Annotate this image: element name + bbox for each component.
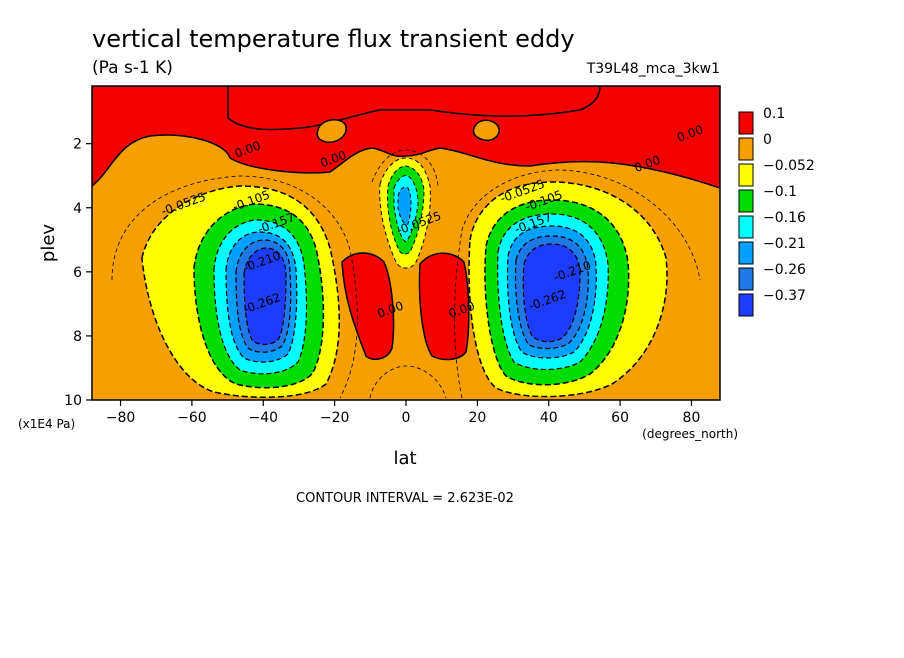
colorbar-label: −0.26 bbox=[763, 262, 806, 278]
y-axis-label: plev bbox=[38, 224, 59, 263]
contour-plot-area bbox=[92, 86, 720, 400]
contour-fill-right-core bbox=[522, 243, 581, 343]
contour-fill-tongue-blue bbox=[397, 186, 412, 225]
y-unit-label: (x1E4 Pa) bbox=[18, 417, 75, 431]
x-axis-label: lat bbox=[393, 448, 416, 469]
colorbar-swatch bbox=[738, 215, 754, 239]
contour-line-bottom-center bbox=[369, 365, 447, 399]
colorbar-label: −0.37 bbox=[763, 288, 806, 304]
contour-interval-note: CONTOUR INTERVAL = 2.623E-02 bbox=[296, 491, 514, 506]
chart-title: vertical temperature flux transient eddy bbox=[92, 25, 575, 53]
contour-fill-zero-hole-right bbox=[472, 119, 500, 142]
contour-line-outer-right bbox=[454, 169, 701, 399]
colorbar-label: −0.16 bbox=[763, 210, 806, 226]
y-tick-label: 10 bbox=[64, 393, 82, 409]
run-label: T39L48_mca_3kw1 bbox=[586, 61, 720, 77]
y-tick-label: 2 bbox=[73, 137, 82, 153]
contour-fill-positive-cap bbox=[227, 86, 601, 131]
x-tick-label: 20 bbox=[468, 410, 486, 426]
contour-fill-zero-hole-left bbox=[316, 118, 347, 143]
contour-line-outer-left bbox=[111, 175, 358, 399]
colorbar-label: 0.1 bbox=[763, 106, 785, 122]
contour-fill-left-core bbox=[243, 247, 287, 346]
x-axis: −80 −60 −40 −20 0 20 40 60 80 bbox=[106, 400, 701, 426]
colorbar: 0.1 0 −0.052 −0.1 −0.16 −0.21 −0.26 −0.37 bbox=[738, 106, 815, 317]
colorbar-swatch bbox=[738, 111, 754, 135]
x-tick-label: −80 bbox=[106, 410, 136, 426]
y-axis: 2 4 6 8 10 bbox=[64, 137, 92, 409]
x-tick-label: −20 bbox=[320, 410, 350, 426]
colorbar-swatch bbox=[738, 241, 754, 265]
colorbar-label: −0.052 bbox=[763, 158, 815, 174]
x-tick-label: −40 bbox=[248, 410, 278, 426]
y-tick-label: 4 bbox=[73, 201, 82, 217]
colorbar-swatch bbox=[738, 163, 754, 187]
y-tick-label: 6 bbox=[73, 265, 82, 281]
colorbar-label: −0.21 bbox=[763, 236, 806, 252]
colorbar-swatch bbox=[738, 189, 754, 213]
contour-line-tongue-outer bbox=[371, 149, 439, 187]
colorbar-label: −0.1 bbox=[763, 184, 797, 200]
y-tick-label: 8 bbox=[73, 329, 82, 345]
colorbar-swatch bbox=[738, 293, 754, 317]
x-unit-label: (degrees_north) bbox=[642, 427, 738, 441]
chart-subtitle: (Pa s-1 K) bbox=[92, 58, 173, 78]
x-tick-label: 40 bbox=[540, 410, 558, 426]
contour-fill-positive-center-left bbox=[341, 252, 395, 361]
colorbar-swatch bbox=[738, 137, 754, 161]
colorbar-swatch bbox=[738, 267, 754, 291]
x-tick-label: −60 bbox=[177, 410, 207, 426]
x-tick-label: 0 bbox=[402, 410, 411, 426]
x-tick-label: 80 bbox=[683, 410, 701, 426]
x-tick-label: 60 bbox=[611, 410, 629, 426]
colorbar-label: 0 bbox=[763, 132, 772, 148]
contour-fill-positive-center-right bbox=[418, 252, 470, 361]
